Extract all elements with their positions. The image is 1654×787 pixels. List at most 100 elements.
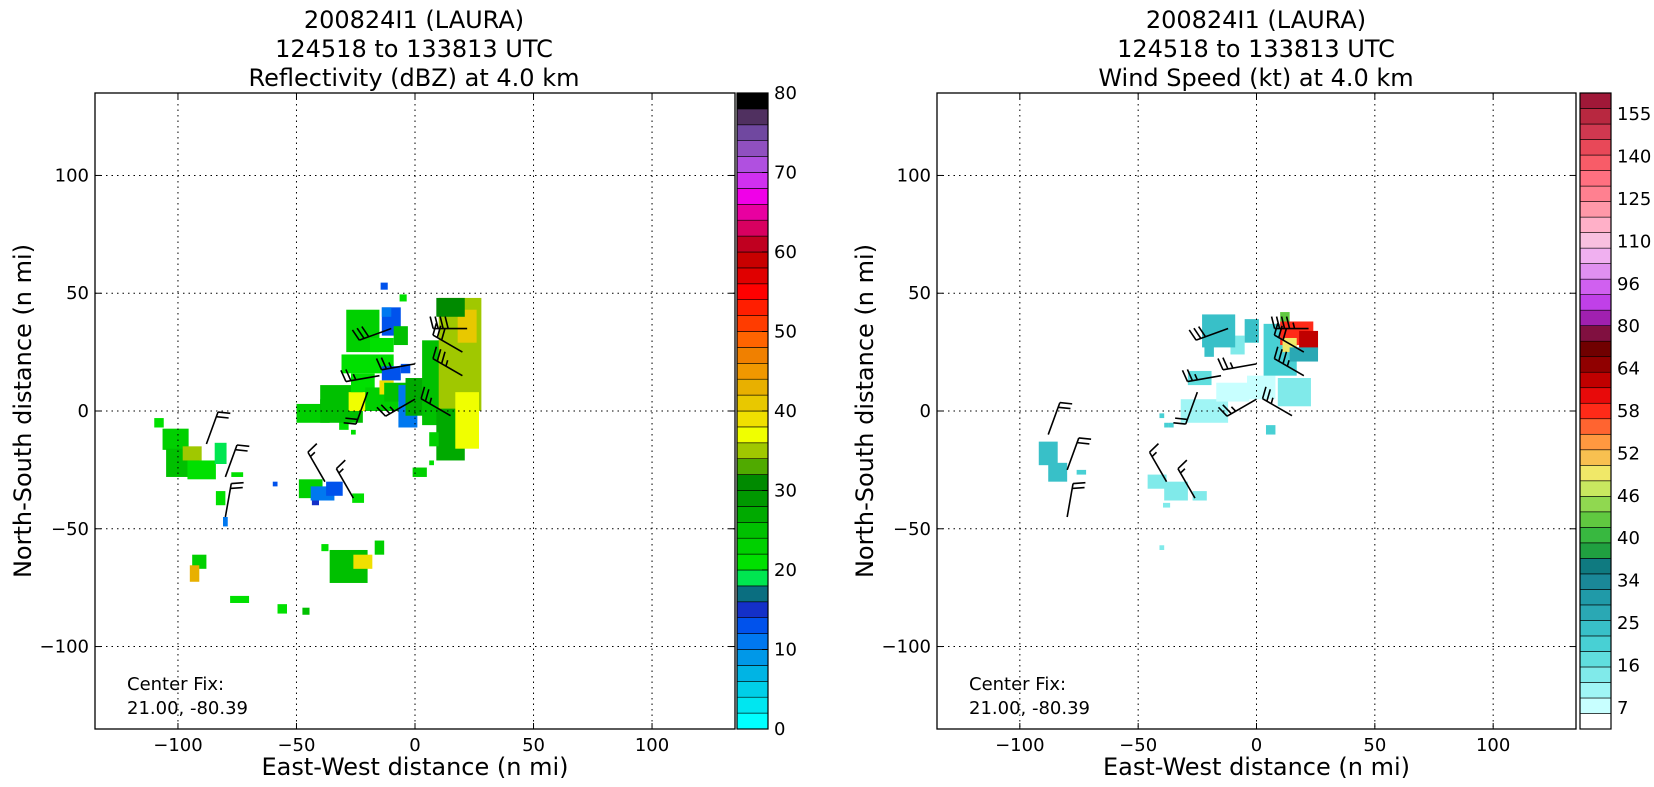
data-cell: [429, 432, 439, 447]
colorbar-tick-label: 46: [1617, 486, 1640, 507]
barb-half-tick: [309, 451, 316, 458]
colorbar-swatch: [1579, 92, 1612, 109]
data-cell: [154, 418, 164, 428]
barb-staff: [1195, 327, 1229, 341]
y-axis-label: North-South distance (n mi): [9, 244, 37, 578]
data-cell: [436, 297, 465, 317]
colorbar-tick-label: 10: [774, 640, 797, 661]
colorbar-tick-label: 40: [1617, 528, 1640, 549]
barb-half-tick: [1292, 322, 1296, 329]
barb-tick: [216, 415, 229, 419]
barb-tick: [1273, 346, 1279, 359]
colorbar-swatch: [736, 108, 769, 126]
colorbar-swatch: [736, 188, 769, 205]
barb-tick: [440, 327, 446, 341]
data-cell: [351, 429, 356, 435]
wind-barb: [351, 326, 392, 341]
x-tick-label: 0: [409, 735, 420, 756]
wind-barb: [224, 444, 250, 478]
colorbar-swatch: [1579, 573, 1612, 590]
x-tick-label: 100: [635, 735, 669, 756]
barb-tick: [1186, 369, 1194, 382]
data-cell: [1163, 502, 1171, 508]
barb-tick: [231, 481, 244, 485]
barb-tick: [1282, 351, 1288, 364]
barb-tick: [1077, 441, 1090, 445]
colorbar-swatch: [1579, 232, 1612, 249]
barb-tick: [436, 349, 442, 362]
barb-tick: [439, 316, 444, 329]
data-cell: [187, 460, 216, 480]
colorbar-swatch: [1579, 325, 1612, 342]
data-cell: [1192, 491, 1207, 501]
wind-barb: [335, 459, 355, 499]
data-cell: [311, 500, 319, 506]
barb-tick: [1273, 322, 1279, 336]
barb-tick: [1282, 327, 1288, 341]
colorbar-swatch: [1579, 666, 1612, 683]
barb-tick: [1078, 437, 1092, 441]
colorbar-swatch: [1579, 356, 1612, 373]
barb-half-tick: [1179, 468, 1186, 474]
colorbar-swatch: [736, 553, 769, 571]
colorbar-tick-label: 7: [1617, 698, 1628, 719]
data-cell: [162, 428, 189, 450]
data-cell: [1299, 330, 1319, 350]
barb-tick: [343, 422, 357, 425]
barb-tick: [1275, 316, 1281, 329]
barb-staff: [355, 391, 369, 425]
center-fix-value: 21.00, -80.39: [969, 698, 1090, 719]
y-tick-label: 0: [78, 401, 89, 422]
wind-barb: [1181, 369, 1222, 383]
colorbar-swatch: [736, 696, 769, 714]
colorbar-swatch: [736, 204, 769, 221]
data-cell: [215, 491, 226, 506]
x-tick-label: −50: [1119, 735, 1157, 756]
barb-tick: [420, 386, 426, 399]
wind-barb: [205, 411, 231, 445]
data-cell: [1187, 370, 1212, 386]
colorbar-swatch: [736, 283, 769, 300]
colorbar-swatch: [1579, 464, 1612, 482]
center-fix-value: 21.00, -80.39: [127, 698, 248, 719]
barb-tick: [1270, 316, 1276, 329]
colorbar-swatch: [1579, 511, 1612, 528]
x-axis-label: East-West distance (n mi): [1103, 753, 1410, 781]
wind-barb: [343, 391, 369, 425]
data-cell: [321, 544, 329, 552]
wind-barb: [1217, 357, 1257, 371]
colorbar-swatch: [736, 410, 769, 428]
colorbar-swatch: [1579, 496, 1612, 513]
colorbar-swatch: [1579, 387, 1612, 404]
barb-staff: [1262, 398, 1293, 417]
barb-staff: [1187, 374, 1222, 383]
colorbar-swatch: [736, 299, 769, 316]
barb-tick: [351, 329, 361, 341]
y-tick-label: 50: [908, 283, 931, 304]
colorbar-tick-label: 20: [774, 560, 797, 581]
wind-barb: [307, 443, 326, 483]
barb-half-tick: [1286, 360, 1290, 367]
colorbar-swatch: [736, 569, 769, 587]
data-cell: [1168, 422, 1174, 428]
colorbar-swatch: [1579, 309, 1612, 326]
colorbar-swatch: [736, 362, 769, 380]
data-cell: [272, 481, 278, 487]
barb-half-tick: [1151, 451, 1158, 458]
colorbar-swatch: [1579, 247, 1612, 264]
colorbar-swatch: [736, 617, 769, 634]
chart-title-line-1: 200824I1 (LAURA): [304, 6, 524, 34]
barb-half-tick: [429, 397, 433, 404]
colorbar-swatch: [1579, 154, 1612, 171]
colorbar-swatch: [736, 172, 769, 189]
colorbar-tick-label: 96: [1617, 274, 1640, 295]
barb-tick: [307, 443, 318, 453]
barb-staff: [385, 398, 416, 417]
colorbar-swatch: [736, 426, 769, 444]
colorbar-swatch: [1579, 558, 1612, 575]
colorbar-swatch: [736, 156, 769, 173]
colorbar-tick-label: 34: [1617, 571, 1640, 592]
barb-staff: [381, 363, 416, 371]
data-cell: [400, 363, 411, 374]
colorbar-swatch: [736, 267, 769, 285]
